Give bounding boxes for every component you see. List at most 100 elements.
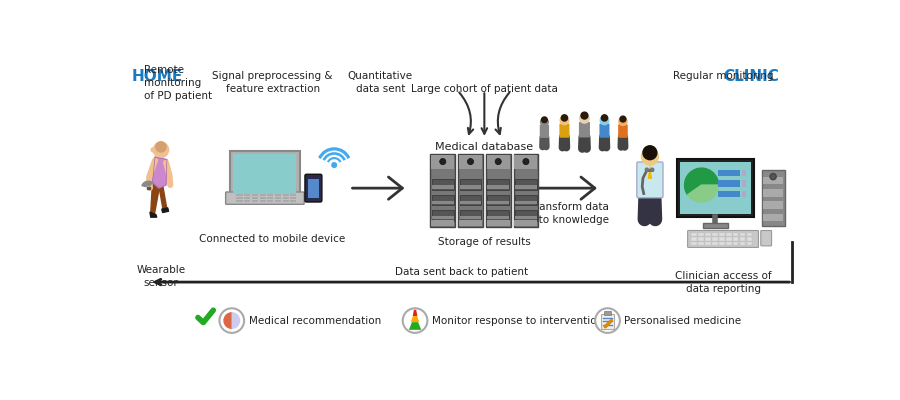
Circle shape — [562, 115, 568, 121]
Bar — [734, 233, 738, 236]
Bar — [291, 194, 296, 196]
Bar — [267, 194, 274, 196]
Text: Quantitative
data sent: Quantitative data sent — [347, 71, 413, 94]
Bar — [252, 194, 258, 196]
Bar — [430, 154, 455, 227]
Bar — [458, 154, 482, 227]
Bar — [763, 176, 783, 184]
Bar — [706, 238, 711, 240]
Bar — [237, 200, 243, 202]
Bar — [252, 197, 258, 199]
Text: Regular monitoring: Regular monitoring — [673, 71, 773, 81]
Bar — [244, 197, 250, 199]
Polygon shape — [152, 157, 166, 188]
Bar — [691, 238, 697, 240]
Circle shape — [601, 115, 608, 121]
Bar — [488, 210, 509, 221]
Bar — [488, 216, 509, 219]
Bar — [742, 191, 746, 197]
Bar — [459, 156, 482, 169]
FancyBboxPatch shape — [305, 174, 322, 202]
Bar — [719, 238, 724, 240]
Polygon shape — [409, 322, 421, 330]
Bar — [460, 216, 482, 219]
Bar — [237, 197, 243, 199]
Bar — [514, 154, 538, 227]
Bar — [761, 170, 785, 226]
Text: Monitor response to intervention: Monitor response to intervention — [432, 316, 603, 326]
Bar — [267, 200, 274, 202]
Text: Medical database: Medical database — [436, 142, 534, 152]
Wedge shape — [232, 312, 240, 329]
FancyBboxPatch shape — [560, 124, 570, 138]
Bar — [698, 242, 704, 245]
Circle shape — [495, 158, 501, 165]
Bar — [515, 201, 536, 204]
Circle shape — [595, 308, 620, 333]
Circle shape — [541, 118, 548, 126]
Bar — [515, 216, 536, 219]
Polygon shape — [413, 310, 418, 316]
Circle shape — [542, 117, 547, 122]
Polygon shape — [410, 316, 419, 322]
FancyBboxPatch shape — [540, 125, 549, 138]
Bar — [488, 201, 509, 204]
Wedge shape — [685, 168, 718, 195]
Bar — [244, 200, 250, 202]
Text: CLINIC: CLINIC — [723, 69, 778, 84]
FancyBboxPatch shape — [226, 192, 304, 204]
Bar — [698, 233, 704, 236]
Bar — [259, 194, 266, 196]
Bar — [291, 200, 296, 202]
Circle shape — [580, 114, 590, 123]
Bar — [515, 156, 537, 169]
Bar — [718, 191, 740, 197]
Text: Personalised medicine: Personalised medicine — [625, 316, 742, 326]
Text: Clinician access of
data reporting: Clinician access of data reporting — [675, 271, 771, 294]
Bar — [740, 242, 745, 245]
Bar — [233, 154, 296, 194]
Bar — [706, 233, 711, 236]
Bar — [432, 210, 454, 221]
Bar — [460, 186, 482, 188]
Bar — [274, 197, 281, 199]
FancyBboxPatch shape — [599, 124, 609, 138]
FancyBboxPatch shape — [637, 162, 663, 198]
Bar — [719, 242, 724, 245]
Circle shape — [600, 116, 608, 125]
Bar — [515, 210, 536, 221]
Text: Transform data
into knowledge: Transform data into knowledge — [529, 202, 609, 225]
Polygon shape — [159, 185, 166, 212]
Bar — [691, 242, 697, 245]
Circle shape — [402, 308, 428, 333]
Bar — [742, 180, 746, 186]
Polygon shape — [648, 164, 652, 179]
Bar — [691, 233, 697, 236]
Bar — [283, 200, 289, 202]
Bar — [515, 195, 536, 206]
Text: HOME: HOME — [131, 69, 183, 84]
Circle shape — [467, 158, 473, 165]
Bar — [274, 200, 281, 202]
Circle shape — [645, 168, 648, 171]
FancyBboxPatch shape — [688, 230, 759, 248]
Bar — [763, 201, 783, 209]
Circle shape — [581, 112, 588, 119]
Polygon shape — [151, 182, 159, 216]
Text: Signal preprocessing &
feature extraction: Signal preprocessing & feature extractio… — [212, 71, 333, 94]
Bar — [698, 238, 704, 240]
Circle shape — [523, 158, 529, 165]
Bar — [763, 189, 783, 197]
Bar — [487, 156, 509, 169]
Circle shape — [156, 142, 166, 152]
Bar — [726, 242, 732, 245]
Bar — [259, 200, 266, 202]
Bar — [719, 233, 724, 236]
Circle shape — [651, 168, 653, 171]
Bar — [747, 238, 752, 240]
Bar — [487, 220, 509, 226]
Bar — [515, 220, 537, 226]
Circle shape — [642, 148, 659, 165]
Circle shape — [440, 158, 445, 165]
Bar — [230, 151, 300, 197]
